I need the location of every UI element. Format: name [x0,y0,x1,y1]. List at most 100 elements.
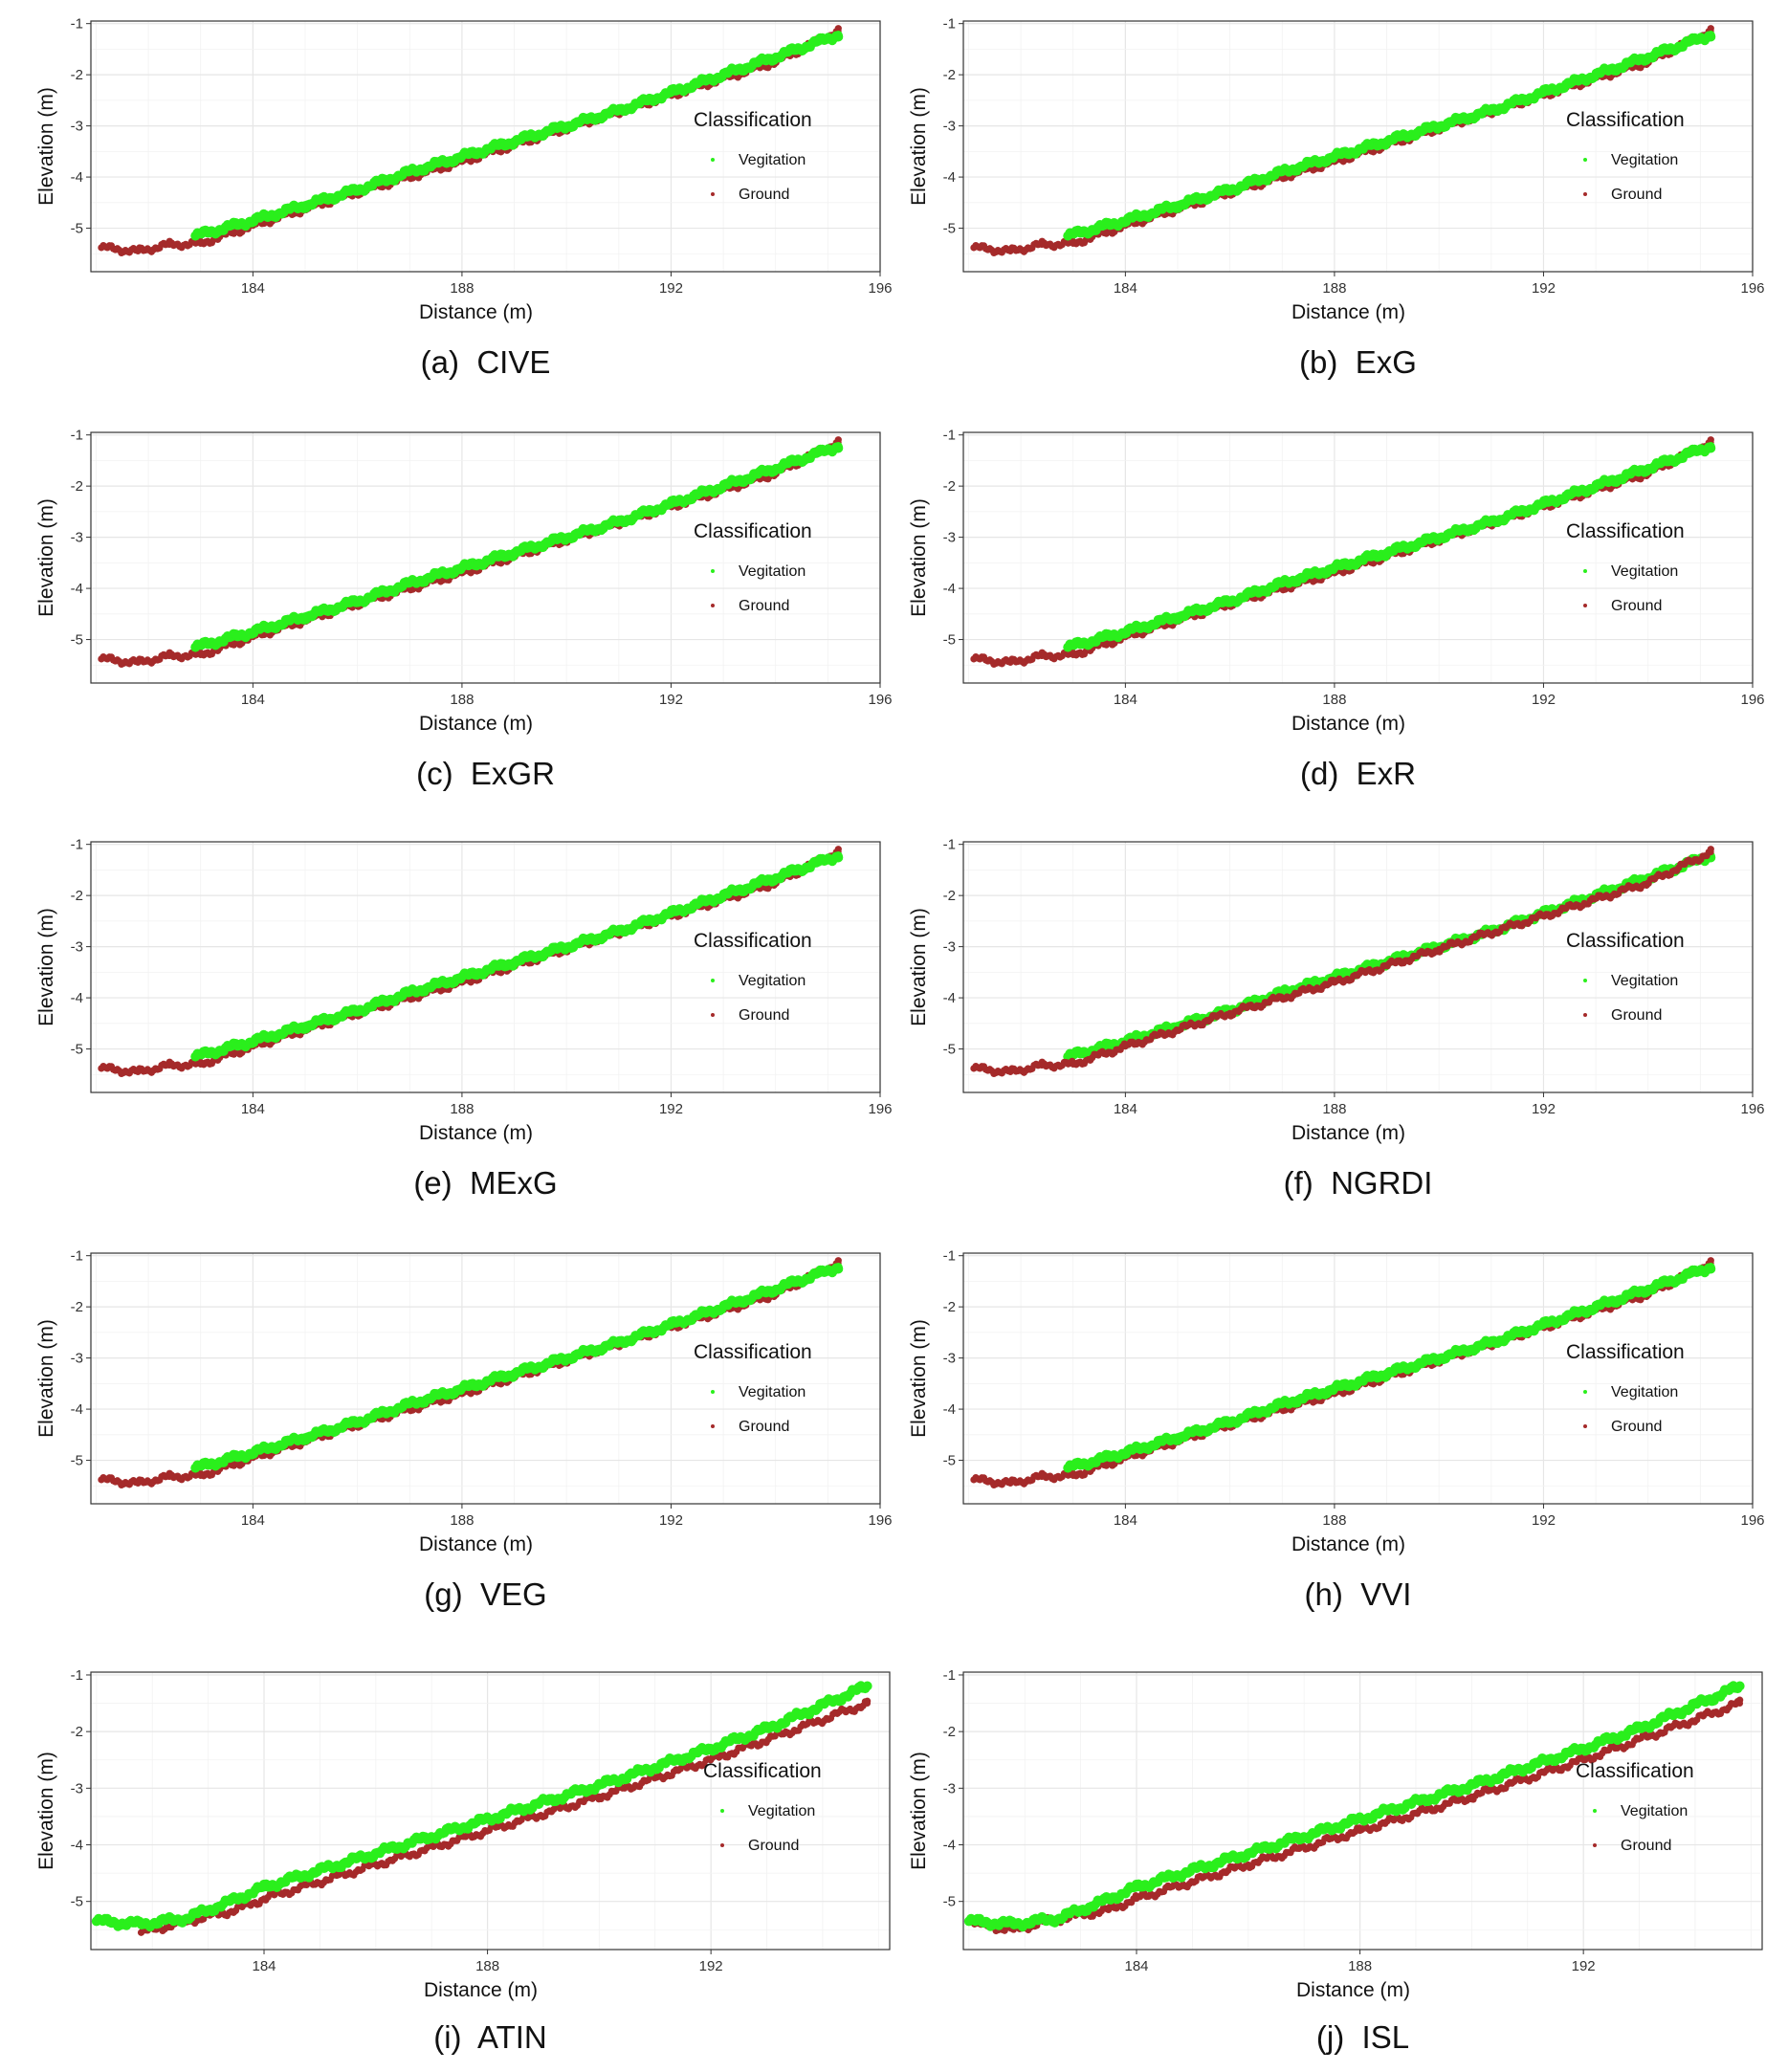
series-vegitation [1063,31,1716,241]
x-axis-title: Distance (m) [1291,301,1405,323]
data-point [771,53,781,61]
legend-title: Classification [694,520,812,542]
x-tick-label: 188 [1322,692,1346,708]
panel-caption: (c) ExGR [342,756,629,792]
legend-label: Ground [739,1007,789,1024]
data-point [614,106,624,115]
legend-label: Ground [739,187,789,203]
grid [91,21,881,272]
data-point [1330,563,1339,573]
data-point [1006,1069,1014,1076]
data-point [457,152,467,162]
caption-index-name: ExGR [470,756,555,791]
y-tick-label: -3 [71,119,83,135]
x-tick-label: 192 [1532,1101,1556,1117]
data-point [718,891,728,900]
legend-title: Classification [694,930,812,952]
panel-caption: (a) CIVE [342,344,629,381]
legend-label: Ground [1611,187,1662,203]
data-point [614,927,624,936]
y-tick-label: -4 [71,990,83,1006]
y-tick-label: -5 [943,1042,956,1058]
legend-label: Vegitation [1611,152,1678,168]
grid [963,21,1754,272]
data-point [353,186,363,194]
data-point [1070,240,1077,247]
data-point [1006,659,1014,667]
data-point [457,563,467,573]
data-point [300,1022,310,1030]
legend-swatch [1583,604,1587,607]
x-tick-label: 184 [1114,692,1137,708]
y-tick-label: -5 [943,632,956,649]
y-tick-label: -4 [943,990,956,1006]
data-point [1382,137,1391,146]
data-point [1173,201,1182,209]
y-tick-label: -4 [71,581,83,597]
data-point [970,1065,978,1072]
x-tick-label: 196 [868,280,892,297]
legend-title: Classification [1566,520,1685,542]
data-point [1539,88,1548,98]
data-point [248,216,257,225]
y-tick-label: -5 [943,221,956,237]
legend-swatch [711,158,715,162]
data-point [1038,652,1046,660]
y-axis-title: Elevation (m) [35,87,57,206]
y-tick-label: -3 [71,939,83,956]
series-ground [970,846,1714,1078]
x-tick-label: 184 [241,692,265,708]
data-point [1120,628,1130,636]
series-vegitation [190,851,844,1062]
data-point [300,612,310,621]
legend-label: Ground [1611,598,1662,614]
y-tick-label: -4 [71,169,83,186]
data-point [98,244,105,252]
y-axis-title: Elevation (m) [35,908,57,1026]
x-tick-label: 184 [1114,1101,1137,1117]
y-tick-label: -1 [71,428,83,444]
y-tick-label: -1 [71,16,83,33]
y-axis-title: Elevation (m) [35,498,57,617]
y-axis-title: Elevation (m) [908,908,930,1026]
legend-swatch [711,979,715,982]
data-point [510,548,519,558]
chart-panel: 184 188 192 196 -1 -2 -3 -4 -5 Distance (m) Elevat… [0,821,894,1232]
legend-swatch [1583,158,1587,162]
data-point [1225,186,1235,194]
data-point [1644,53,1653,61]
legend-title: Classification [1566,109,1685,131]
caption-letter: (f) [1283,1165,1313,1201]
data-point [1591,481,1600,491]
data-point [1435,945,1443,953]
legend-swatch [711,192,715,196]
data-point [1382,548,1391,558]
y-tick-label: -4 [943,169,956,186]
data-point [300,201,310,209]
data-point [510,137,519,146]
legend-label: Vegitation [739,973,806,989]
y-tick-label: -3 [943,530,956,546]
data-point [1006,248,1014,255]
data-point [1070,651,1077,658]
y-tick-label: -2 [943,67,956,83]
legend-label: Vegitation [739,563,806,580]
data-point [166,1062,173,1069]
chart-panel: 184 188 192 196 -1 -2 -3 -4 -5 Distance (m) Elevat… [0,1232,894,1643]
y-tick-label: -2 [71,67,83,83]
data-point [353,1006,363,1015]
caption-letter: (e) [413,1165,453,1201]
data-point [405,988,414,998]
data-point [166,241,173,249]
data-point [197,651,205,658]
caption-index-name: CIVE [476,344,551,380]
series-vegitation [1063,442,1716,652]
data-point [1225,597,1235,606]
data-point [1331,979,1338,986]
legend-swatch [711,1013,715,1017]
x-tick-label: 192 [659,692,683,708]
legend-swatch [1583,1013,1587,1017]
x-axis-title: Distance (m) [1291,713,1405,735]
